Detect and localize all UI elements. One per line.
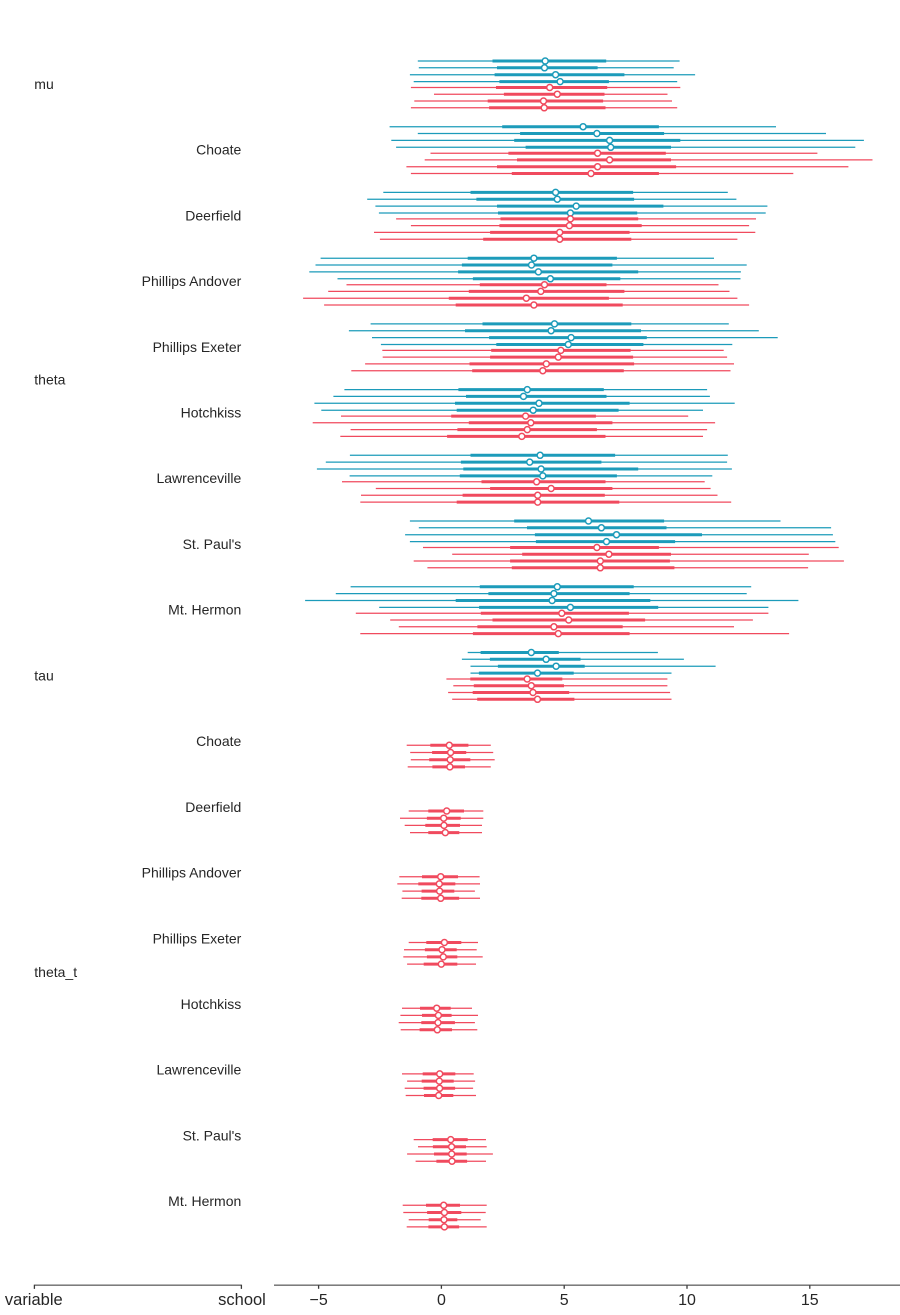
svg-text:theta_t: theta_t	[34, 964, 77, 980]
svg-text:tau: tau	[34, 667, 53, 683]
svg-text:theta: theta	[34, 372, 65, 388]
svg-text:Phillips Exeter: Phillips Exeter	[153, 339, 242, 355]
svg-text:Choate: Choate	[196, 733, 241, 749]
svg-text:Mt. Hermon: Mt. Hermon	[168, 1193, 241, 1209]
svg-text:Phillips Exeter: Phillips Exeter	[153, 930, 242, 946]
svg-text:Mt. Hermon: Mt. Hermon	[168, 602, 241, 618]
svg-text:St. Paul's: St. Paul's	[183, 1127, 242, 1143]
svg-text:variable: variable	[5, 1291, 63, 1309]
svg-text:10: 10	[678, 1292, 696, 1309]
svg-text:Hotchkiss: Hotchkiss	[181, 405, 242, 421]
svg-text:St. Paul's: St. Paul's	[183, 536, 242, 552]
svg-text:15: 15	[801, 1292, 819, 1309]
svg-text:5: 5	[560, 1292, 569, 1309]
svg-text:Deerfield: Deerfield	[185, 207, 241, 223]
svg-text:Phillips Andover: Phillips Andover	[142, 273, 242, 289]
svg-text:Phillips Andover: Phillips Andover	[142, 865, 242, 881]
svg-text:−5: −5	[309, 1292, 327, 1309]
svg-text:Deerfield: Deerfield	[185, 799, 241, 815]
svg-text:Lawrenceville: Lawrenceville	[156, 1062, 241, 1078]
svg-text:Lawrenceville: Lawrenceville	[156, 470, 241, 486]
svg-text:Choate: Choate	[196, 142, 241, 158]
svg-text:mu: mu	[34, 76, 53, 92]
svg-text:0: 0	[437, 1292, 446, 1309]
svg-text:school: school	[218, 1291, 266, 1309]
svg-text:Hotchkiss: Hotchkiss	[181, 996, 242, 1012]
